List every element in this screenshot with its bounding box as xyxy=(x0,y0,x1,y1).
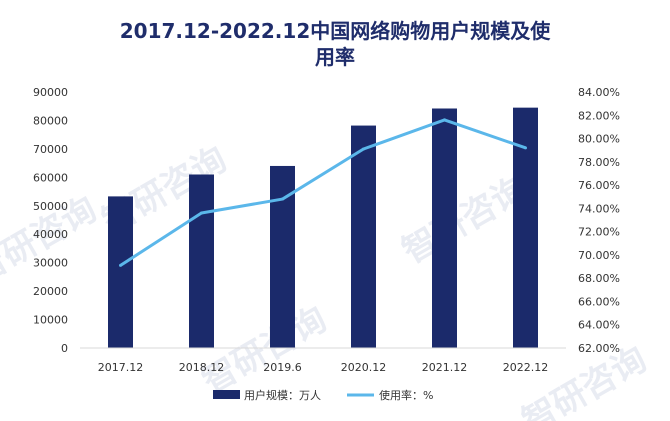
y-left-tick-label: 70000 xyxy=(33,143,68,156)
y-right-tick-label: 76.00% xyxy=(578,179,620,192)
bar-series xyxy=(108,107,538,349)
y-right-tick-label: 78.00% xyxy=(578,156,620,169)
y-right-tick-label: 74.00% xyxy=(578,202,620,215)
y-left-tick-label: 10000 xyxy=(33,314,68,327)
legend-label-bar: 用户规模：万人 xyxy=(244,388,321,402)
bar-2020.12 xyxy=(351,125,376,348)
y-left-tick-label: 50000 xyxy=(33,200,68,213)
left-axis: 0 10000 20000 30000 40000 50000 60000 70000 8000… xyxy=(33,86,68,355)
y-left-tick-label: 80000 xyxy=(33,114,68,127)
x-tick-label: 2020.12 xyxy=(341,361,387,374)
line-point-2022.12 xyxy=(524,146,527,150)
chart-title-line-2: 用率 xyxy=(315,45,355,69)
y-left-tick-label: 60000 xyxy=(33,171,68,184)
x-tick-label: 2017.12 xyxy=(98,361,144,374)
y-right-tick-label: 70.00% xyxy=(578,249,620,262)
y-left-tick-label: 0 xyxy=(61,342,68,355)
line-point-2021.12 xyxy=(443,118,446,122)
y-right-tick-label: 80.00% xyxy=(578,133,620,146)
y-right-tick-label: 72.00% xyxy=(578,226,620,239)
legend-swatch-bar xyxy=(213,390,240,399)
watermark-text: 智研咨询 xyxy=(196,299,334,402)
y-left-tick-label: 20000 xyxy=(33,285,68,298)
right-axis: 62.00% 64.00% 66.00% 68.00% 70.00% 72.00% 74.0… xyxy=(578,86,620,355)
chart-title-line-1: 2017.12-2022.12中国网络购物用户规模及使 xyxy=(120,19,551,43)
x-tick-label: 2019.6 xyxy=(263,361,302,374)
bar-2017.12 xyxy=(108,196,133,348)
x-axis: 2017.12 2018.12 2019.6 2020.12 2021.12 2022.1… xyxy=(80,347,566,374)
x-tick-label: 2021.12 xyxy=(422,361,468,374)
y-left-tick-label: 30000 xyxy=(33,257,68,270)
y-right-tick-label: 68.00% xyxy=(578,272,620,285)
bar-2021.12 xyxy=(432,108,457,349)
x-tick-label: 2018.12 xyxy=(179,361,225,374)
line-point-2020.12 xyxy=(362,147,365,151)
y-left-tick-label: 40000 xyxy=(33,228,68,241)
y-right-tick-label: 66.00% xyxy=(578,295,620,308)
y-left-tick-label: 90000 xyxy=(33,86,68,99)
y-right-tick-label: 62.00% xyxy=(578,342,620,355)
x-tick-label: 2022.12 xyxy=(503,361,549,374)
line-point-2019.6 xyxy=(281,197,284,201)
bar-2018.12 xyxy=(189,174,214,348)
bar-2019.6 xyxy=(270,165,295,348)
watermark-text: 智研咨询 xyxy=(396,169,534,272)
line-series xyxy=(119,118,527,267)
legend: 用户规模：万人 使用率：% xyxy=(213,388,433,402)
legend-label-line: 使用率：% xyxy=(379,388,433,402)
usage-rate-line xyxy=(119,118,526,267)
line-point-2017.12 xyxy=(119,263,122,267)
y-right-tick-label: 64.00% xyxy=(578,319,620,332)
line-point-2018.12 xyxy=(200,211,203,215)
y-right-tick-label: 84.00% xyxy=(578,86,620,99)
y-right-tick-label: 82.00% xyxy=(578,109,620,122)
